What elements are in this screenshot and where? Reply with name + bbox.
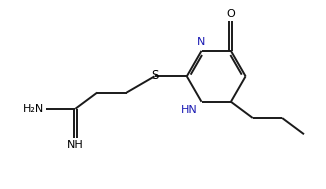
Text: N: N: [197, 37, 205, 47]
Text: H₂N: H₂N: [23, 104, 45, 114]
Text: O: O: [227, 9, 235, 19]
Text: HN: HN: [181, 105, 197, 115]
Text: S: S: [151, 69, 158, 82]
Text: NH: NH: [67, 140, 84, 150]
